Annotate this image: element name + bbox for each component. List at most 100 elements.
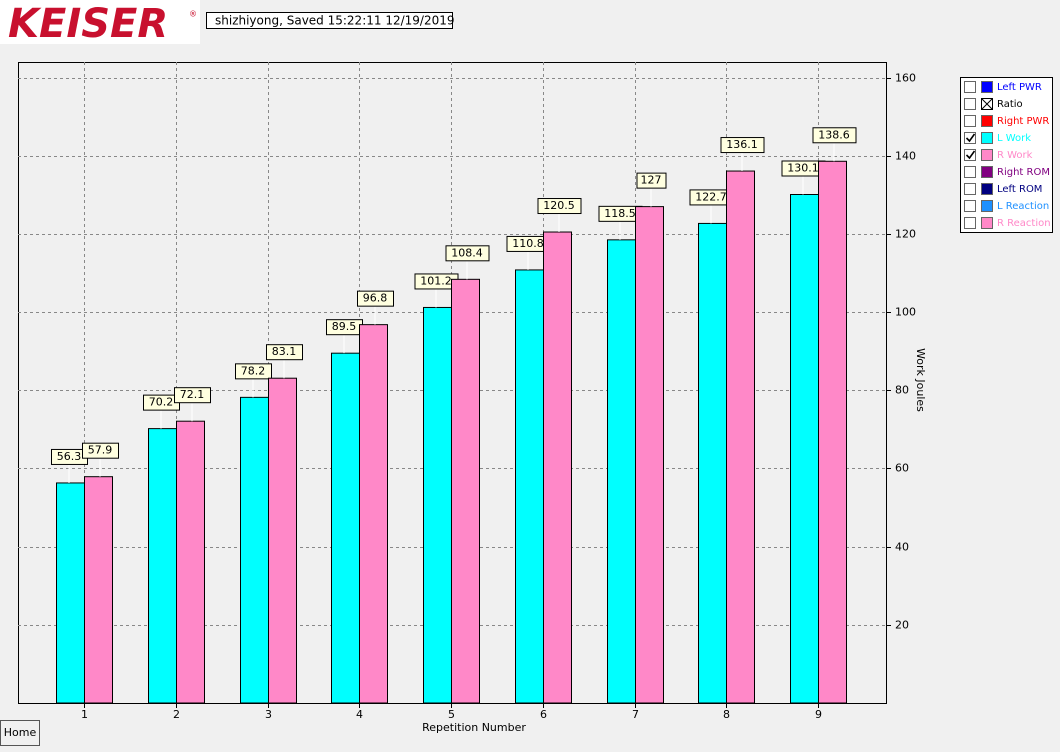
value-label: 136.1 (726, 138, 758, 151)
value-label-box (445, 245, 490, 262)
bar (56, 482, 85, 704)
legend-checkbox[interactable] (964, 98, 976, 110)
legend-swatch (981, 132, 993, 144)
value-label-box (357, 290, 394, 307)
legend-swatch-hatch (981, 98, 993, 110)
value-label: 122.7 (695, 190, 727, 203)
legend-checkbox[interactable] (964, 132, 976, 144)
x-tick-label: 1 (81, 708, 88, 721)
value-label: 89.5 (332, 320, 357, 333)
legend-label: Right PWR (997, 116, 1049, 127)
bar (240, 396, 269, 704)
legend-label: Left PWR (997, 82, 1042, 93)
legend-check (965, 150, 976, 160)
legend-checkbox[interactable] (964, 217, 976, 229)
y-tick-label: 80 (895, 384, 909, 397)
legend-label: R Reaction (997, 218, 1051, 229)
legend-label: Left ROM (997, 184, 1042, 195)
value-label-box (720, 137, 765, 154)
bar (515, 269, 544, 704)
x-tick-label: 8 (723, 708, 730, 721)
trademark: ® (189, 10, 197, 19)
legend-label: L Work (997, 133, 1031, 144)
bar (726, 170, 755, 704)
value-label: 110.8 (512, 237, 544, 250)
x-tick-label: 6 (540, 708, 547, 721)
legend-swatch (981, 149, 993, 161)
legend-checkbox[interactable] (964, 166, 976, 178)
value-label: 127 (641, 174, 662, 187)
home-button-label[interactable]: Home (4, 726, 37, 739)
legend-checkbox[interactable] (964, 183, 976, 195)
value-label-box (266, 344, 303, 361)
bar (635, 206, 664, 704)
bar (268, 377, 297, 704)
x-tick-label: 2 (173, 708, 180, 721)
value-label-box (636, 172, 667, 189)
bar (790, 193, 819, 704)
legend-swatch (981, 200, 993, 212)
value-label-box (537, 198, 582, 215)
bar (359, 324, 388, 704)
legend-swatch (981, 217, 993, 229)
legend-swatch (981, 115, 993, 127)
legend-checkbox[interactable] (964, 200, 976, 212)
value-label-box (812, 127, 857, 144)
legend-swatch (981, 166, 993, 178)
y-tick-label: 160 (895, 72, 916, 85)
x-axis-label: Repetition Number (422, 721, 526, 734)
bar (176, 420, 205, 704)
home-button-frame[interactable] (0, 720, 40, 746)
bar (148, 428, 177, 704)
x-tick-label: 5 (448, 708, 455, 721)
value-label: 83.1 (272, 345, 297, 358)
x-tick-label: 4 (356, 708, 363, 721)
value-label: 70.2 (149, 396, 174, 409)
bar (451, 278, 480, 704)
bar (818, 160, 847, 704)
value-label: 78.2 (241, 364, 266, 377)
y-tick-label: 60 (895, 462, 909, 475)
status-box (206, 12, 453, 29)
value-label: 118.5 (604, 207, 636, 220)
bar (607, 239, 636, 704)
y-tick-label: 140 (895, 150, 916, 163)
status-text: shizhiyong, Saved 15:22:11 12/19/2019 (215, 14, 454, 28)
home-button[interactable]: Home (0, 720, 40, 746)
logo-background (0, 0, 200, 44)
y-axis-label: Work Joules (914, 348, 927, 412)
legend-label: Right ROM (997, 167, 1050, 178)
y-tick-label: 120 (895, 228, 916, 241)
bar (423, 306, 452, 704)
legend-swatch (981, 81, 993, 93)
y-tick-label: 100 (895, 306, 916, 319)
value-label-box (235, 363, 272, 380)
value-label: 57.9 (88, 444, 113, 457)
value-label: 120.5 (543, 199, 575, 212)
legend-label: Ratio (997, 99, 1023, 110)
y-tick-label: 40 (895, 541, 909, 554)
value-label: 138.6 (818, 128, 850, 141)
bar (698, 222, 727, 704)
value-label: 108.4 (451, 246, 483, 259)
legend-checkbox[interactable] (964, 115, 976, 127)
legend-swatch (981, 183, 993, 195)
logo: KEISER (8, 1, 168, 47)
bar (84, 476, 113, 704)
value-label-box (174, 387, 211, 404)
value-label: 72.1 (180, 388, 205, 401)
legend-label: R Work (997, 150, 1033, 161)
value-label: 56.3 (57, 450, 82, 463)
x-tick-label: 7 (632, 708, 639, 721)
legend-checkbox[interactable] (964, 81, 976, 93)
bar (543, 231, 572, 704)
value-label-box (82, 442, 119, 459)
legend-check (965, 133, 976, 143)
y-tick-label: 20 (895, 619, 909, 632)
legend-checkbox[interactable] (964, 149, 976, 161)
bar (331, 352, 360, 704)
legend-label: L Reaction (997, 201, 1049, 212)
x-tick-label: 9 (815, 708, 822, 721)
value-label: 130.1 (787, 161, 819, 174)
